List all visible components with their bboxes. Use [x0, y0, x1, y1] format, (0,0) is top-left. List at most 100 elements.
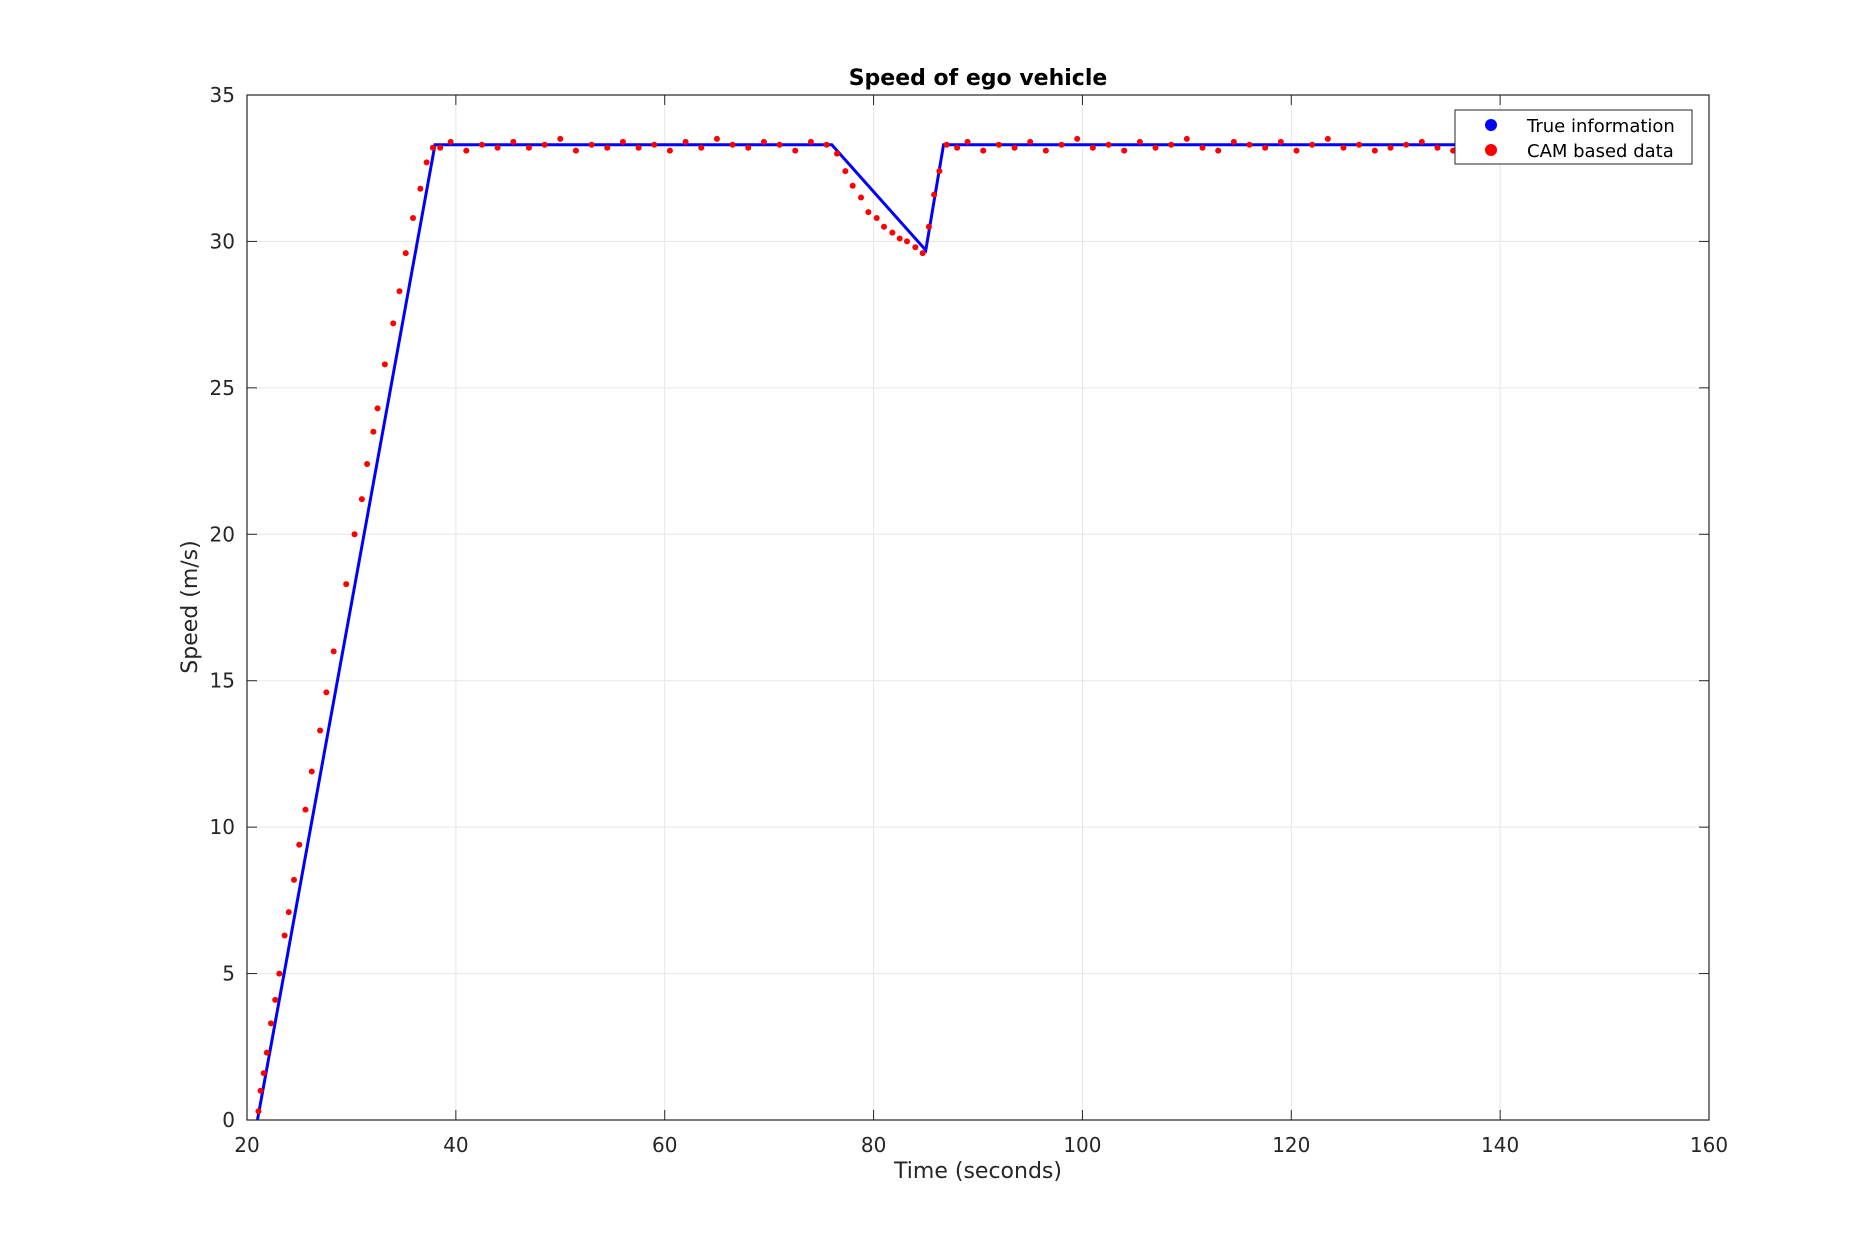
y-tick-label: 25: [210, 376, 235, 400]
cam-data-point: [635, 144, 642, 151]
cam-data-point: [281, 932, 288, 939]
cam-data-point: [1199, 144, 1206, 151]
x-tick-label: 20: [234, 1133, 259, 1157]
x-tick-label: 120: [1272, 1133, 1310, 1157]
cam-data-point: [745, 144, 752, 151]
legend-box: [1454, 109, 1693, 165]
cam-data-point: [1089, 144, 1096, 151]
chart-title: Speed of ego vehicle: [849, 66, 1108, 91]
y-tick-label: 10: [210, 815, 235, 839]
cam-data-point: [290, 876, 297, 883]
cam-data-point: [1262, 144, 1269, 151]
cam-data-point: [964, 138, 971, 145]
cam-data-point: [330, 648, 337, 655]
cam-data-point: [351, 531, 358, 538]
cam-data-point: [865, 209, 872, 216]
cam-data-point: [255, 1108, 262, 1115]
cam-data-point: [873, 215, 880, 221]
ticks: [246, 94, 1710, 1121]
cam-data-point: [698, 144, 705, 151]
cam-data-point: [1356, 141, 1363, 148]
cam-data-point: [263, 1049, 270, 1056]
cam-data-point: [858, 194, 865, 201]
cam-data-point: [447, 138, 454, 145]
cam-data-point: [317, 727, 324, 734]
legend-marker-cam-based-data: [1485, 144, 1497, 156]
plot-area: [247, 95, 1709, 1120]
cam-data-point: [308, 768, 315, 775]
cam-data-point: [557, 135, 564, 142]
cam-data-point: [1215, 147, 1222, 154]
cam-data-point: [417, 185, 424, 192]
cam-data-point: [1309, 141, 1316, 148]
cam-data-point: [1230, 138, 1237, 145]
cam-data-point: [776, 141, 783, 148]
cam-data-point: [588, 141, 595, 148]
y-tick-label: 15: [210, 669, 235, 693]
cam-data-point: [381, 361, 388, 368]
legend-label-true-information: True information: [1526, 116, 1675, 137]
cam-data-point: [760, 138, 767, 145]
x-tick-label: 140: [1481, 1133, 1519, 1157]
y-tick-label: 0: [222, 1108, 235, 1132]
cam-data-point: [510, 138, 517, 145]
y-tick-label: 5: [222, 962, 235, 986]
cam-data-point: [358, 496, 365, 503]
cam-data-point: [823, 141, 830, 148]
cam-data-point: [954, 144, 961, 151]
y-tick-label: 35: [210, 83, 235, 107]
cam-data-point: [260, 1070, 267, 1077]
cam-data-point: [478, 141, 485, 148]
cam-data-point: [1168, 141, 1175, 148]
cam-data-point: [682, 138, 689, 145]
cam-data-point: [729, 141, 736, 148]
cam-data-point: [1418, 138, 1425, 145]
legend-label-cam-based-data: CAM based data: [1527, 141, 1674, 162]
cam-data-point: [268, 1020, 275, 1027]
cam-data-point: [525, 144, 532, 151]
cam-data-point: [1042, 147, 1049, 154]
cam-data-point: [402, 250, 409, 257]
cam-data-point: [1058, 141, 1065, 148]
cam-data-point: [1074, 135, 1081, 142]
x-tick-label: 40: [443, 1133, 468, 1157]
cam-data-point: [931, 191, 938, 198]
cam-data-point: [604, 144, 611, 151]
cam-data-point: [834, 150, 841, 157]
cam-data-point: [410, 215, 417, 221]
cam-data-point: [651, 141, 658, 148]
cam-data-point: [792, 147, 799, 154]
cam-data-point: [943, 141, 950, 148]
cam-data-point: [995, 141, 1002, 148]
cam-data-point: [257, 1087, 264, 1094]
cam-data-point: [1293, 147, 1300, 154]
cam-data-point: [807, 138, 814, 145]
x-tick-label: 100: [1063, 1133, 1101, 1157]
cam-data-point: [323, 689, 330, 696]
cam-data-point: [1324, 135, 1331, 142]
cam-data-point: [912, 244, 919, 251]
cam-data-point: [494, 144, 501, 151]
cam-data-point: [980, 147, 987, 154]
cam-data-point: [1434, 144, 1441, 151]
x-tick-label: 80: [861, 1133, 886, 1157]
plot-frame: [246, 94, 1710, 1121]
cam-data-point: [1183, 135, 1190, 142]
cam-data-point: [936, 168, 943, 175]
cam-data-point: [572, 147, 579, 154]
cam-data-point: [276, 970, 283, 977]
cam-data-point: [1340, 144, 1347, 151]
cam-data-point: [285, 909, 292, 916]
cam-data-point: [1027, 138, 1034, 145]
cam-data-point: [1403, 141, 1410, 148]
cam-data-point: [1277, 138, 1284, 145]
cam-data-point: [396, 288, 403, 295]
cam-data-point: [390, 320, 397, 327]
cam-data-point: [463, 147, 470, 154]
cam-data-point: [1152, 144, 1159, 151]
series-cam-based-data: [255, 135, 1466, 1115]
cam-data-point: [429, 144, 436, 151]
y-tick-label: 30: [210, 229, 235, 253]
cam-data-point: [713, 135, 720, 142]
cam-data-point: [1121, 147, 1128, 154]
